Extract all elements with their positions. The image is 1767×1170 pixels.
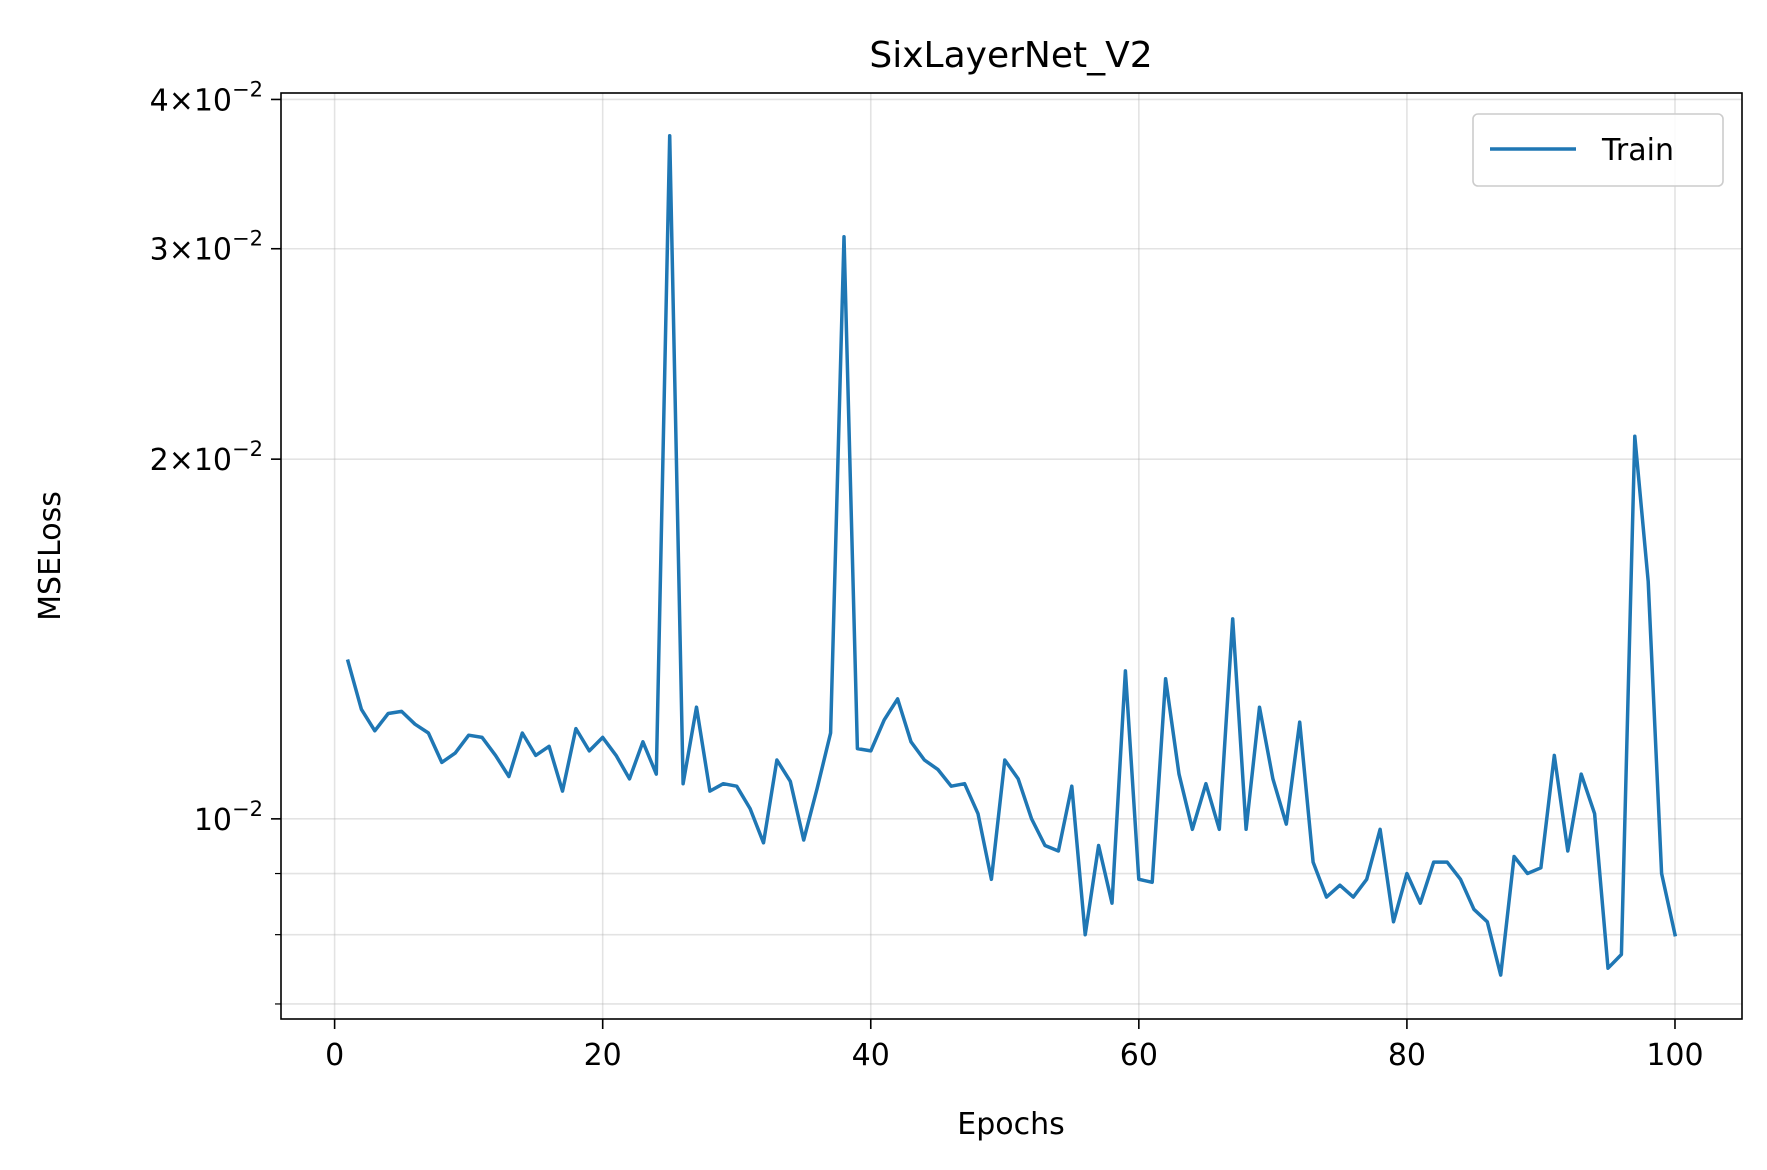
y-tick-label: 2×10−2 (150, 437, 263, 478)
x-axis-ticks: 0 20 40 60 80 100 (325, 1019, 1704, 1073)
grid (281, 93, 1742, 1019)
legend: Train (1472, 113, 1724, 187)
x-tick-label: 40 (852, 1038, 890, 1073)
chart-title: SixLayerNet_V2 (869, 35, 1152, 76)
series-line-train (345, 133, 1678, 977)
legend-box (1472, 113, 1724, 187)
y-tick-label: 4×10−2 (150, 77, 263, 118)
x-axis-label: Epochs (957, 1107, 1065, 1142)
y-tick-label: 3×10−2 (150, 227, 263, 268)
x-tick-label: 20 (584, 1038, 622, 1073)
series-layer (345, 133, 1678, 977)
y-axis-label: MSELoss (33, 491, 68, 621)
x-tick-label: 100 (1646, 1038, 1703, 1073)
x-tick-label: 0 (325, 1038, 344, 1073)
x-tick-label: 60 (1120, 1038, 1158, 1073)
legend-label-train: Train (1601, 133, 1674, 168)
y-tick-label: 10−2 (194, 797, 263, 838)
plot-frame (280, 92, 1743, 1020)
y-axis-ticks: 10−2 2×10−2 3×10−2 4×10−2 (150, 77, 281, 1005)
x-tick-label: 80 (1388, 1038, 1426, 1073)
